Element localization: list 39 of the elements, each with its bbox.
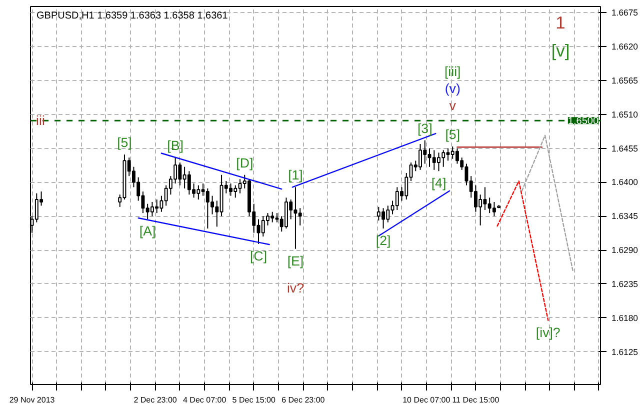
y-tick-label: 1.6565 xyxy=(612,75,638,86)
annotation: [4] xyxy=(431,176,446,191)
candlestick xyxy=(492,201,496,217)
annotation: [iv]? xyxy=(536,324,560,340)
annotation: v xyxy=(449,98,456,113)
annotation: [iii] xyxy=(444,64,461,79)
x-tick-label: 4 Dec 07:00 xyxy=(183,396,227,404)
annotation: [2] xyxy=(376,232,391,248)
annotation: [v] xyxy=(551,40,570,60)
annotation: [1] xyxy=(288,168,303,183)
annotation: [5] xyxy=(445,126,460,142)
y-tick-label: 1.6235 xyxy=(612,278,638,289)
x-tick-label: 2 Dec 23:00 xyxy=(134,396,178,404)
y-tick-label: 1.6125 xyxy=(612,346,638,357)
x-tick-label: 6 Dec 23:00 xyxy=(282,396,326,404)
annotation: [5] xyxy=(117,134,132,150)
annotation: 1 xyxy=(556,12,566,32)
y-tick-label: 1.6510 xyxy=(612,109,638,120)
y-tick-label: 1.6290 xyxy=(612,245,638,256)
y-tick-label: 1.6180 xyxy=(612,312,638,323)
y-tick-label: 1.6400 xyxy=(612,177,638,188)
y-tick-label: 1.6675 xyxy=(612,8,638,18)
x-tick-label: 10 Dec 07:00 xyxy=(402,396,451,404)
x-tick-label: 29 Nov 2013 xyxy=(9,396,56,404)
y-tick-label: 1.6620 xyxy=(612,42,638,52)
y-tick-label: 1.6455 xyxy=(612,143,638,154)
annotation: [3] xyxy=(417,120,432,136)
annotation: [D] xyxy=(236,155,254,170)
x-tick-label: 5 Dec 15:00 xyxy=(232,396,276,404)
annotation: [B] xyxy=(167,138,184,154)
annotation: [E] xyxy=(287,253,304,268)
annotation: [C] xyxy=(250,248,268,264)
x-tick-label: 11 Dec 15:00 xyxy=(452,396,500,404)
chart-title: GBPUSD,H1 1.6359 1.6363 1.6358 1.6361 xyxy=(36,10,228,22)
annotation: iv? xyxy=(286,280,304,296)
y-tick-label: 1.6345 xyxy=(612,211,638,222)
annotation: iii xyxy=(36,113,45,128)
annotation: (v) xyxy=(444,80,460,96)
annotation: [A] xyxy=(139,224,156,239)
